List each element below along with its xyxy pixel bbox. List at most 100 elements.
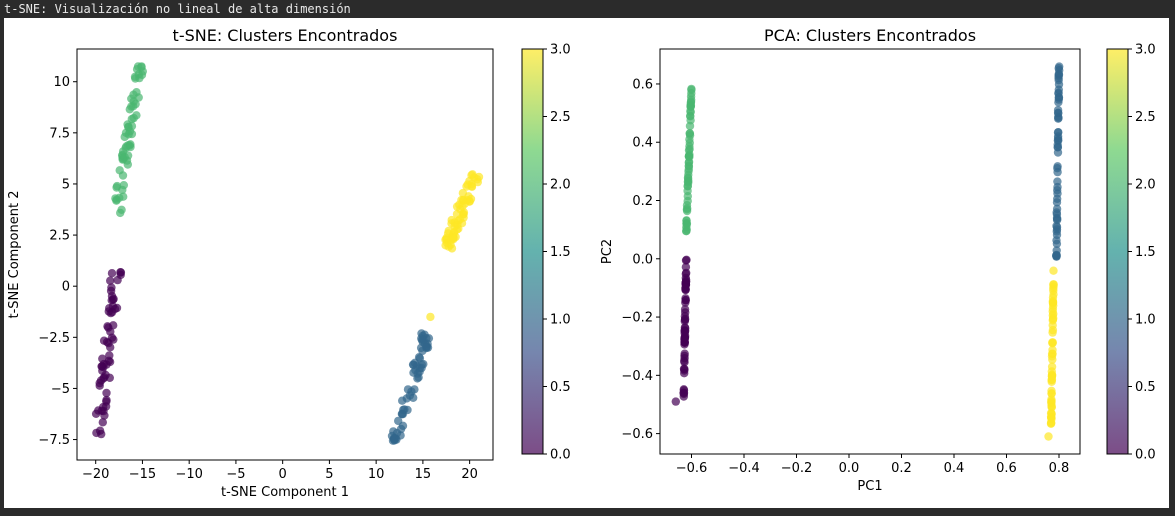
y-tick-label: 7.5 [49,126,70,141]
x-tick-label: 0.6 [996,461,1017,476]
scatter-point [457,195,466,205]
scatter-point [1052,204,1062,214]
colorbar-tick-label: 2.5 [1135,110,1156,125]
scatter-point [120,132,129,142]
scatter-point [686,102,695,111]
scatter-point [681,283,690,292]
scatter-point [466,194,476,204]
scatter-point [398,396,407,405]
figure-svg: t-SNE: Clusters Encontrados −20 −15 −10 −5 0 5… [7,26,1156,500]
scatter-point [1053,164,1062,173]
scatter-point [1052,252,1061,261]
colorbar-tick-label: 0.0 [1135,448,1156,463]
scatter-point [1049,266,1058,275]
scatter-point [95,381,104,390]
scatter-point [680,349,689,358]
scatter-point [450,222,459,231]
y-tick-label: −0.6 [621,427,653,442]
scatter-point [1047,362,1057,371]
scatter-point [104,323,113,332]
scatter-point [1047,414,1056,423]
x-tick-label: 5 [325,467,333,482]
scatter-point [132,88,141,97]
scatter-point [1054,64,1063,73]
y-tick-label: 0.0 [632,252,653,267]
scatter-point [682,216,691,226]
scatter-point [452,209,462,219]
scatter-point [107,269,117,278]
scatter-point [682,206,692,216]
scatter-point [102,388,111,398]
scatter-point [388,436,398,445]
chart-title: PCA: Clusters Encontrados [764,26,976,45]
scatter-point [422,343,431,353]
scatter-point [682,255,691,264]
scatter-point [671,397,680,406]
scatter-point [131,99,140,109]
scatter-point [1049,286,1058,295]
x-tick-label: 0 [279,467,287,482]
scatter-point [116,270,125,280]
y-tick-label: 5 [62,177,70,192]
scatter-point [1053,214,1062,224]
x-tick-label: −20 [82,467,109,482]
scatter-point [444,242,453,251]
x-tick-label: −15 [129,467,156,482]
chart-title: t-SNE: Clusters Encontrados [173,26,398,45]
scatter-points [671,62,1064,441]
y-tick-label: −5 [51,382,70,397]
scatter-point [394,416,403,426]
scatter-point [1047,402,1056,412]
scatter-point [1048,316,1058,325]
scatter-point [1044,432,1053,441]
x-tick-label: −5 [226,467,245,482]
colorbar-tick-label: 2.0 [1135,178,1156,193]
scatter-point [458,202,467,211]
scatter-point [1053,108,1063,118]
scatter-point [119,181,128,190]
y-tick-label: 2.5 [49,229,70,244]
colorbar-gradient [521,48,544,455]
scatter-point [1053,194,1062,203]
window-title: t-SNE: Visualización no lineal de alta d… [0,0,1175,18]
x-tick-label: −10 [175,467,202,482]
colorbar-tick-label: 0.5 [1135,380,1156,395]
scatter-point [1052,239,1062,248]
x-axis-label: t-SNE Component 1 [221,485,349,500]
scatter-point [1047,372,1057,381]
figure-canvas: t-SNE: Clusters Encontrados −20 −15 −10 −5 0 5… [4,18,1169,508]
scatter-point [467,181,476,191]
y-tick-label: −0.4 [621,369,653,384]
colorbar-tick-label: 0.0 [550,448,571,463]
scatter-point [107,283,116,292]
scatter-point [680,327,689,336]
x-tick-label: 0.4 [944,461,965,476]
x-tick-label: 0.0 [839,461,860,476]
x-tick-label: −0.4 [728,461,760,476]
scatter-point [403,385,413,394]
y-tick-label: 0.2 [632,194,653,209]
pca-chart: PCA: Clusters Encontrados −0.6 −0.4 −0.2 0.0… [600,26,1156,494]
colorbar-tick-label: 2.5 [550,110,571,125]
x-tick-label: −0.6 [676,461,708,476]
y-tick-label: 0.6 [632,77,653,92]
scatter-point [1054,70,1064,79]
scatter-point [680,366,689,375]
y-tick-label: 0 [62,280,70,295]
scatter-point [419,335,428,344]
scatter-point [1048,296,1058,306]
scatter-point [687,85,696,95]
scatter-point [679,389,689,399]
scatter-point [101,402,111,411]
colorbar-tick-label: 1.0 [550,313,571,328]
x-tick-label: 15 [415,467,432,482]
scatter-point [1053,136,1063,145]
scatter-point [127,129,137,139]
x-tick-label: 0.8 [1049,461,1070,476]
scatter-point [680,305,690,314]
scatter-point [411,365,420,375]
y-axis-label: PC2 [600,239,615,264]
y-tick-label: −2.5 [38,331,70,346]
x-axis-label: PC1 [857,479,882,494]
scatter-point [467,171,476,180]
